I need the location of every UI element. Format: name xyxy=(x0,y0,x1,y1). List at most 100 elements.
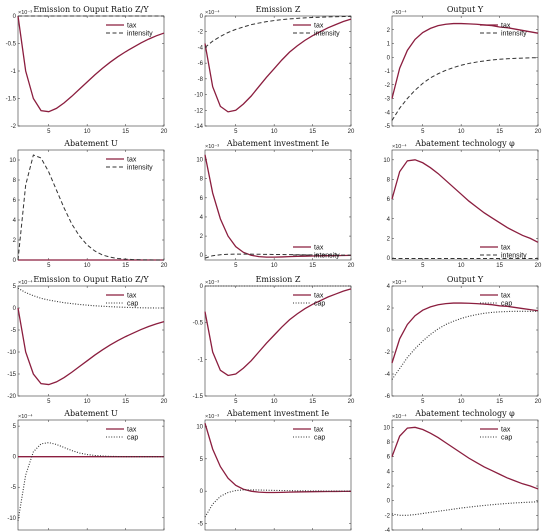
axis-exponent-label: ×10⁻⁴ xyxy=(18,279,33,286)
y-tick-label: 5 xyxy=(13,284,17,290)
x-tick-label: 10 xyxy=(458,399,465,405)
x-tick-label: 15 xyxy=(309,129,316,135)
x-tick-label: 15 xyxy=(309,263,316,269)
legend-label-intensity: intensity xyxy=(501,253,527,260)
x-tick-label: 20 xyxy=(161,399,168,405)
y-tick-label: -6 xyxy=(198,61,204,67)
y-tick-label: 2 xyxy=(200,234,204,240)
x-tick-label: 10 xyxy=(458,129,465,135)
y-tick-label: -1 xyxy=(11,69,17,75)
plot-frame xyxy=(17,285,165,397)
series-line-intensity xyxy=(17,154,164,261)
axis-exponent-label: ×10⁻⁴ xyxy=(392,9,407,16)
x-tick-label: 5 xyxy=(421,263,425,269)
x-tick-label: 10 xyxy=(271,399,278,405)
y-tick-label: 0 xyxy=(13,306,17,312)
legend-label-tax: tax xyxy=(127,157,137,164)
y-tick-label: 2 xyxy=(387,236,391,242)
y-tick-label: -2 xyxy=(385,350,391,356)
subplot-12: Abatement technology φ×10⁻⁴5101520108642… xyxy=(383,409,539,532)
x-tick-label: 10 xyxy=(271,263,278,269)
x-tick-label: 5 xyxy=(421,129,425,135)
series-line-tax xyxy=(17,15,165,113)
legend-label-cap: cap xyxy=(501,301,512,308)
series-line-intensity xyxy=(391,57,539,121)
y-tick-label: -10 xyxy=(7,516,16,522)
subplot-title: Abatement investment Ie xyxy=(226,139,330,148)
x-tick-label: 15 xyxy=(122,129,129,135)
axis-exponent-label: ×10⁻³ xyxy=(205,280,219,286)
subplot-11: Abatement investment Ie×10⁻³51015201050-… xyxy=(196,409,352,531)
x-tick-label: 5 xyxy=(47,129,51,135)
x-tick-label: 5 xyxy=(234,129,238,135)
legend-label-tax: tax xyxy=(501,245,511,252)
y-tick-label: -2 xyxy=(385,513,391,519)
y-tick-label: -1.5 xyxy=(193,394,204,400)
legend-label-tax: tax xyxy=(127,427,137,434)
x-tick-label: 20 xyxy=(535,263,542,269)
y-tick-label: 4 xyxy=(387,284,391,290)
series-line-tax xyxy=(391,22,539,99)
legend-label-tax: tax xyxy=(501,293,511,300)
y-tick-label: -12 xyxy=(194,108,203,114)
y-tick-label: 0 xyxy=(387,55,391,61)
y-tick-label: 6 xyxy=(13,198,17,204)
y-tick-label: 10 xyxy=(9,158,16,164)
subplot-2: Emission Z ×10⁻⁴ 5 10 15 20 0 -2 -4 -6 -8 -10 -12 -14… xyxy=(194,5,355,135)
subplot-3: Output Y×10⁻⁴5 10 15 20210-1-2-3-4-5taxinte… xyxy=(385,5,542,135)
x-tick-label: 5 xyxy=(47,263,51,269)
y-tick-label: 6 xyxy=(200,196,204,202)
legend-label-intensity: intensity xyxy=(314,31,340,38)
y-tick-label: -1.5 xyxy=(6,97,17,103)
y-tick-label: 6 xyxy=(387,197,391,203)
legend-label-cap: cap xyxy=(501,435,512,442)
x-tick-label: 10 xyxy=(84,263,91,269)
y-tick-label: 4 xyxy=(13,218,17,224)
series-line-tax xyxy=(204,288,352,377)
subplot-title: Emission to Ouput Ratio Z/Y xyxy=(33,275,149,284)
subplot-title: Emission Z xyxy=(256,5,301,14)
y-tick-label: -5 xyxy=(11,328,17,334)
y-tick-label: 2 xyxy=(387,306,391,312)
series-line-intensity xyxy=(204,15,352,48)
subplot-title: Abatement technology φ xyxy=(414,139,515,148)
y-tick-label: -1 xyxy=(385,69,391,75)
legend-label-cap: cap xyxy=(127,435,138,442)
y-tick-label: 4 xyxy=(387,469,391,475)
y-tick-label: -8 xyxy=(198,77,204,83)
plot-frame xyxy=(391,149,539,261)
legend-label-cap: cap xyxy=(314,435,325,442)
y-tick-label: 0 xyxy=(387,256,391,262)
y-tick-label: -0.5 xyxy=(193,321,204,327)
series-line-tax xyxy=(204,154,352,258)
x-tick-label: 10 xyxy=(271,129,278,135)
x-tick-label: 10 xyxy=(84,129,91,135)
axis-exponent-label: ×10⁻⁴ xyxy=(205,9,220,16)
subplot-title: Abatement investment Ie xyxy=(226,409,330,418)
y-tick-label: 5 xyxy=(13,424,17,430)
plot-frame xyxy=(391,285,539,397)
subplot-title: Abatement U xyxy=(63,139,118,148)
legend-label-cap: cap xyxy=(314,301,325,308)
y-tick-label: -2 xyxy=(11,124,17,130)
y-tick-label: 5 xyxy=(200,457,204,463)
subplot-title: Abatement technology φ xyxy=(414,409,515,418)
plot-frame xyxy=(204,149,352,261)
axis-exponent-label: ×10⁻³ xyxy=(18,10,32,16)
y-tick-label: -2 xyxy=(385,83,391,89)
legend-label-tax: tax xyxy=(314,427,324,434)
y-tick-label: 2 xyxy=(13,238,17,244)
y-tick-label: 0 xyxy=(13,258,17,264)
y-tick-label: -3 xyxy=(385,97,391,103)
y-tick-label: -5 xyxy=(11,485,17,491)
y-tick-label: 10 xyxy=(383,425,390,431)
subplot-7: Emission to Ouput Ratio Z/Y×10⁻⁴5 10 15 205… xyxy=(7,275,168,405)
plot-frame xyxy=(391,419,539,531)
